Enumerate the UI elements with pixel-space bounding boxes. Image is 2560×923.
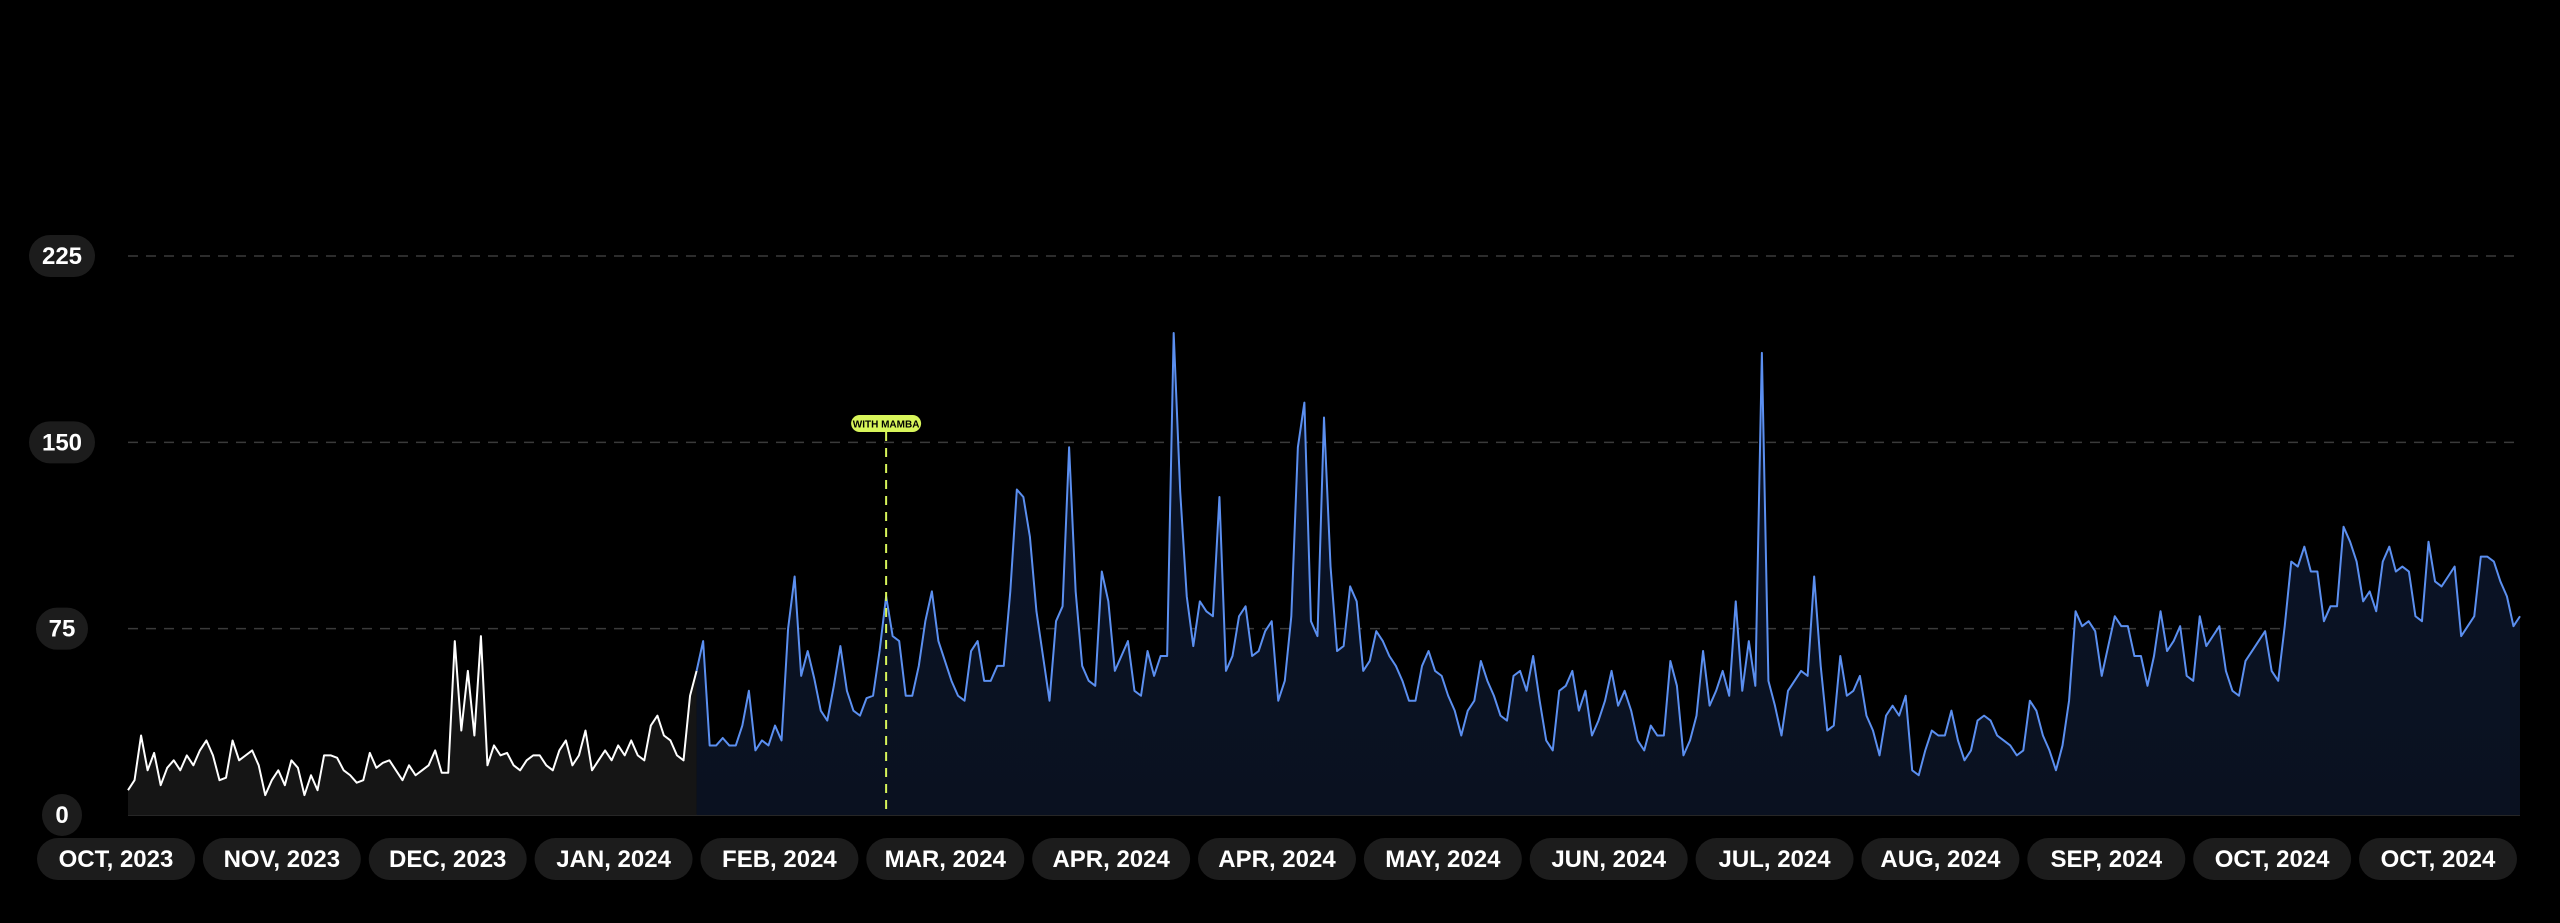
- annotation-badge: [851, 415, 922, 432]
- x-tick-label: JAN, 2024: [556, 846, 671, 873]
- y-tick-label: 150: [42, 429, 82, 456]
- y-tick-label: 225: [42, 243, 82, 270]
- y-axis-ticks: 0 75 150 225: [29, 235, 95, 836]
- x-tick-pill: [2359, 838, 2517, 880]
- series-line-before: [127, 635, 698, 797]
- x-tick-label: APR, 2024: [1052, 846, 1170, 873]
- x-tick-label: SEP, 2024: [2050, 846, 2162, 873]
- x-tick-pill: [1529, 838, 1688, 880]
- y-tick-label: 0: [55, 802, 68, 829]
- x-tick-pill: [2193, 838, 2352, 880]
- x-tick-label: NOV, 2023: [224, 846, 341, 873]
- x-tick-label: AUG, 2024: [1880, 846, 2001, 873]
- area-after: [696, 333, 2520, 815]
- x-tick-label: OCT, 2024: [2215, 846, 2330, 873]
- x-tick-label: MAY, 2024: [1385, 846, 1501, 873]
- x-tick-label: JUL, 2024: [1719, 846, 1832, 873]
- x-tick-label: DEC, 2023: [389, 846, 506, 873]
- y-tick-pill: [42, 794, 82, 836]
- x-tick-pill: [1363, 838, 1522, 880]
- x-tick-pill: [1861, 838, 2020, 880]
- x-tick-pill: [1032, 838, 1191, 880]
- y-tick-pill: [36, 607, 88, 650]
- area-before: [128, 636, 697, 815]
- y-tick-label: 75: [49, 616, 76, 643]
- x-tick-label: APR, 2024: [1218, 846, 1336, 873]
- x-tick-pill: [700, 838, 859, 880]
- x-tick-label: FEB, 2024: [722, 846, 837, 873]
- annotation-label: WITH MAMBA: [853, 420, 920, 431]
- x-tick-label: OCT, 2023: [59, 846, 174, 873]
- x-tick-pill: [37, 838, 195, 880]
- x-tick-label: MAR, 2024: [885, 846, 1007, 873]
- x-tick-pill: [202, 838, 361, 880]
- x-tick-pill: [1198, 838, 1356, 880]
- x-tick-pill: [534, 838, 693, 880]
- y-tick-pill: [29, 421, 95, 464]
- x-tick-pill: [1695, 838, 1854, 880]
- annotation-marker: WITH MAMBA: [851, 415, 922, 815]
- x-tick-pill: [866, 838, 1025, 880]
- series-lines: [127, 332, 2521, 797]
- x-tick-label: JUN, 2024: [1551, 846, 1666, 873]
- area-fills: [128, 333, 2520, 815]
- x-tick-pill: [368, 838, 527, 880]
- x-axis-ticks: OCT, 2023 NOV, 2023 DEC, 2023 JAN, 2024 FEB,…: [37, 838, 2517, 880]
- y-tick-pill: [29, 235, 95, 277]
- x-tick-pill: [2027, 838, 2186, 880]
- x-tick-label: OCT, 2024: [2381, 846, 2496, 873]
- series-line-after: [695, 332, 2521, 777]
